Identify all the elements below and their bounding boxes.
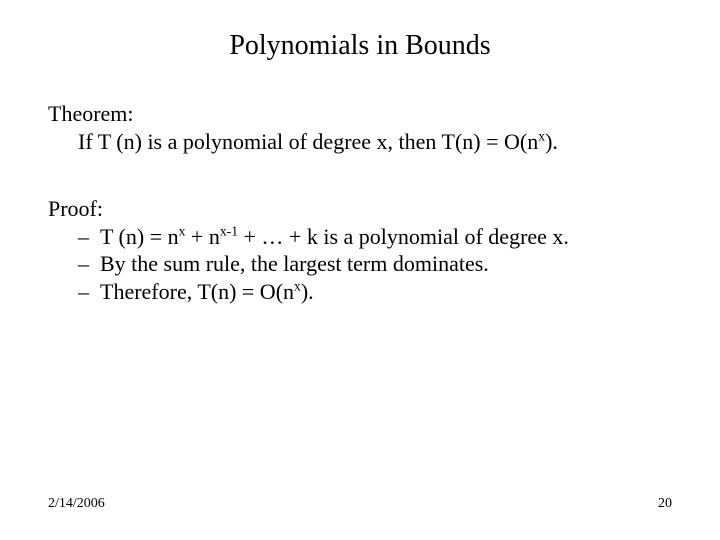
theorem-text: If T (n) is a polynomial of degree x, th… xyxy=(48,128,672,156)
p1-a: T (n) = n xyxy=(100,224,179,249)
proof-block: Proof: T (n) = n x + nx-1 + … + k is a po… xyxy=(48,195,672,305)
proof-item-1: T (n) = nx + nx-1 + … + k is a polynomia… xyxy=(48,223,672,251)
p1-e2: x-1 xyxy=(220,223,238,238)
p3-a: Therefore, T(n) = O(n xyxy=(100,279,294,304)
p1-b: + n xyxy=(185,224,219,249)
theorem-block: Theorem: If T (n) is a polynomial of deg… xyxy=(48,100,672,155)
proof-item-2: By the sum rule, the largest term domina… xyxy=(48,250,672,278)
proof-label: Proof: xyxy=(48,195,672,223)
proof-list: T (n) = n x + nx-1 + … + k is a polynomia… xyxy=(48,223,672,306)
theorem-label: Theorem: xyxy=(48,100,672,128)
slide-title: Polynomials in Bounds xyxy=(0,30,720,62)
p1-c: + … + k is a polynomial of degree x. xyxy=(238,224,569,249)
proof-item-3: Therefore, T(n) = O(nx). xyxy=(48,278,672,306)
theorem-prefix: If T (n) is a polynomial of degree x, th… xyxy=(78,129,538,154)
slide: Polynomials in Bounds Theorem: If T (n) … xyxy=(0,0,720,540)
p3-e: x xyxy=(294,278,301,293)
theorem-suffix: ). xyxy=(545,129,558,154)
footer-date: 2/14/2006 xyxy=(48,496,105,512)
slide-body: Theorem: If T (n) is a polynomial of deg… xyxy=(48,100,672,305)
footer-page: 20 xyxy=(658,496,672,512)
p3-b: ). xyxy=(301,279,314,304)
